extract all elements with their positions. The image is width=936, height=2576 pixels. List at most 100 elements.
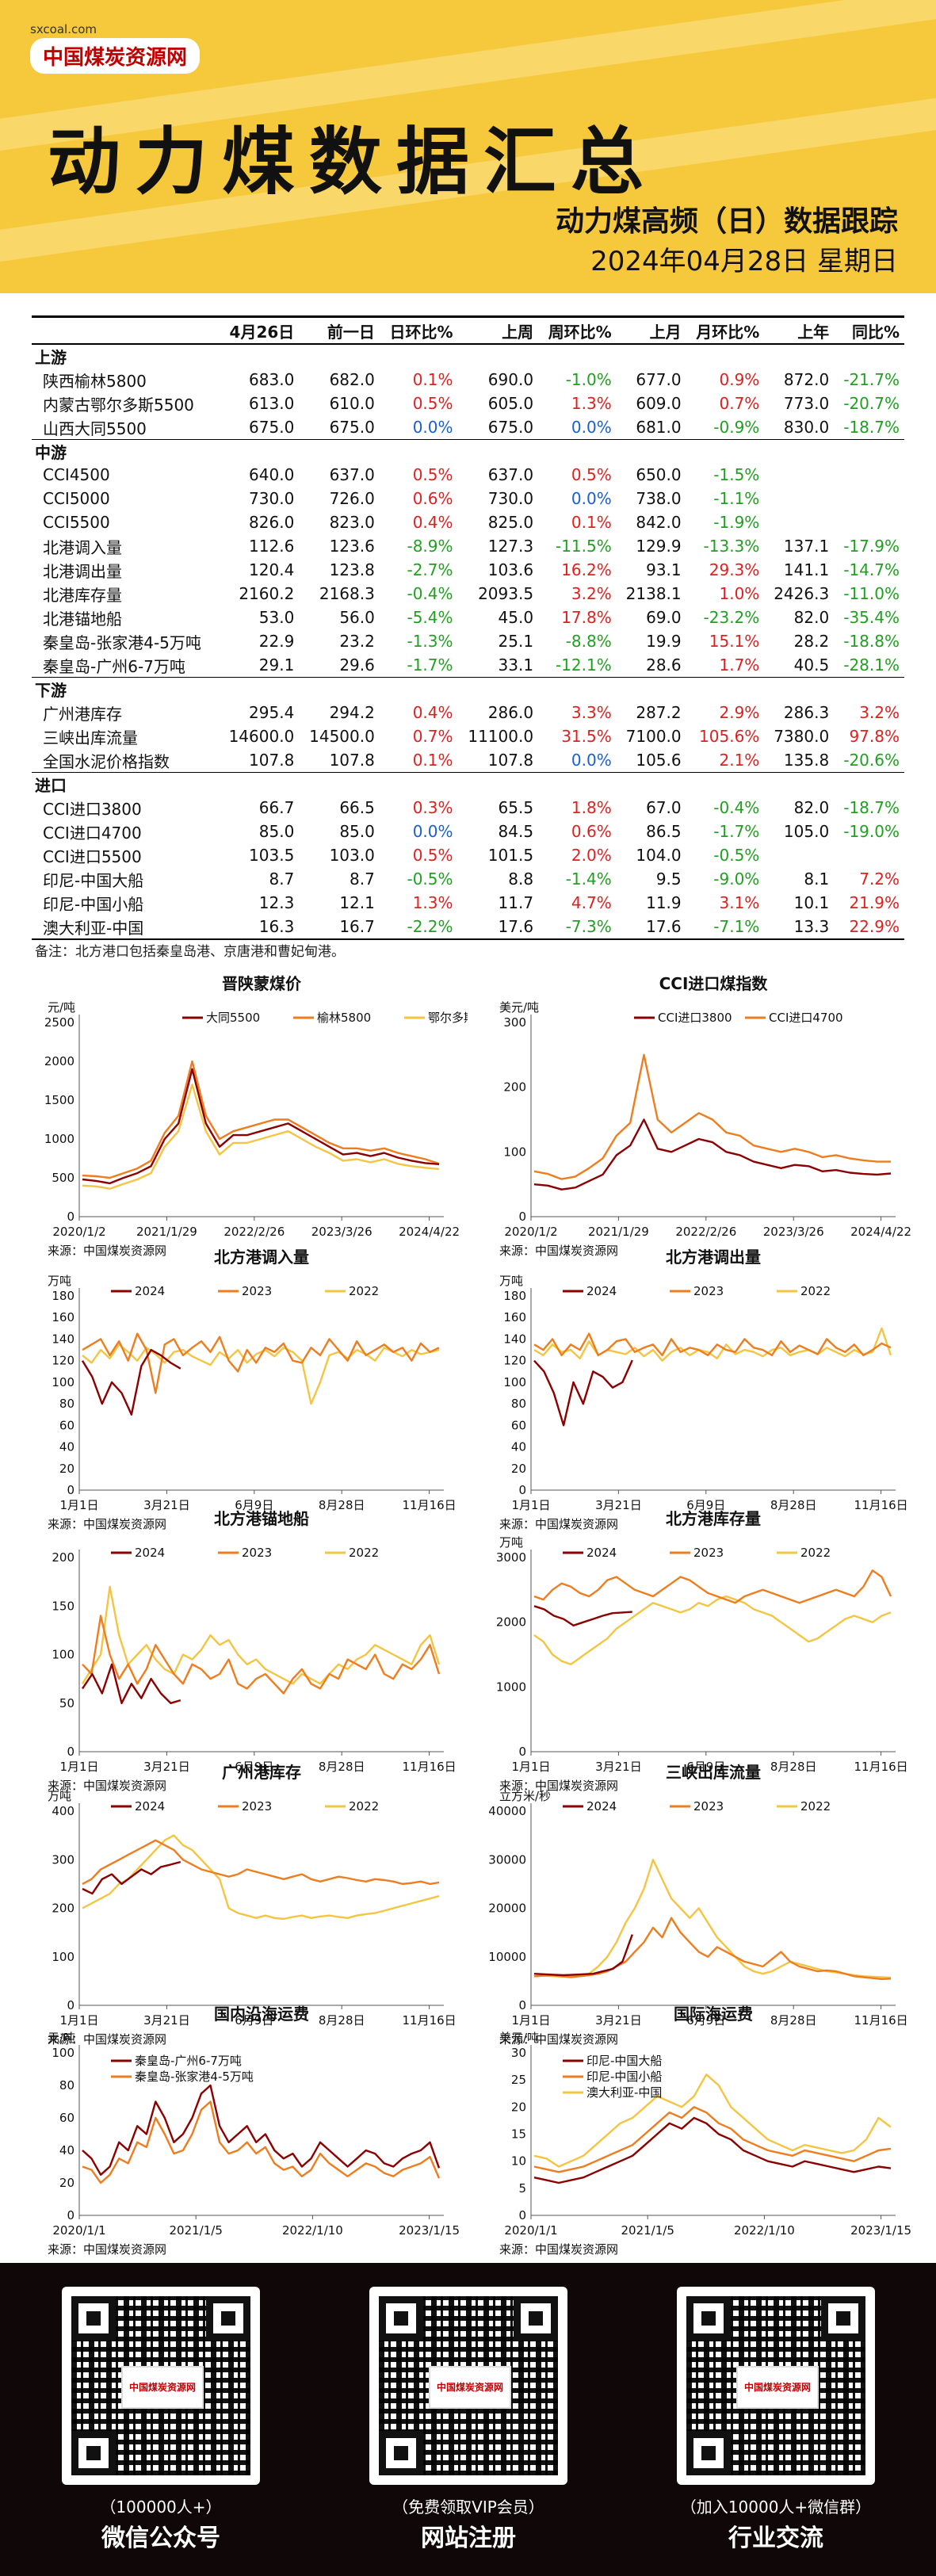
table-cell: 0.9% [719,370,760,389]
table-cell: -1.7% [713,822,760,841]
y-tick-label: 40 [59,1440,74,1454]
column-header: 同比% [834,315,904,345]
table-cell: 675.0 [487,418,534,437]
table-cell: 0.1% [412,751,453,770]
y-tick-label: 140 [503,1332,526,1346]
table-cell: -28.1% [843,655,900,675]
series-line [82,1663,181,1704]
x-tick-label: 11月16日 [854,2013,908,2028]
y-tick-label: 0 [67,1210,74,1224]
series-line [533,1053,891,1180]
y-tick-label: 5 [518,2181,526,2196]
table-cell: -1.1% [713,489,760,508]
table-cell: 16.3 [218,915,300,940]
y-tick-label: 500 [52,1171,74,1185]
table-cell: -14.7% [843,560,900,579]
legend-label: 2024 [586,1546,617,1560]
table-cell: 295.4 [249,703,295,722]
data-table-wrapper: 4月26日 前一日 日环比% 上周 周环比% 上月 月环比% 上年 同比% 上游 陕西榆林5800… [32,315,904,940]
qr-code-group[interactable]: 中国煤炭资源网 [677,2287,875,2485]
table-cell: 0.0% [571,751,612,770]
table-cell: -0.4% [407,584,453,603]
row-label: CCI进口3800 [43,799,142,819]
x-tick-label: 6月9日 [686,2013,725,2028]
table-row: 广州港库存 295.4 294.2 0.4% 286.0 3.3% 287.2 2.9% 286… [32,701,904,724]
series-line [82,1084,440,1190]
legend-label: 印尼-中国大船 [586,2054,662,2068]
y-tick-label: 60 [511,1418,526,1432]
x-tick-label: 6月9日 [686,1760,725,1774]
legend-label: 2022 [349,1799,379,1814]
qr-caption-top: （免费领取VIP会员） [392,2498,544,2517]
x-tick-label: 11月16日 [854,1760,908,1774]
table-cell: 3.2% [571,584,612,603]
y-tick-label: 15 [511,2127,526,2142]
table-cell: 2093.5 [478,584,534,603]
table-cell [834,510,904,534]
chart-title: 三峡出库流量 [666,1763,761,1782]
table-cell: -21.7% [843,370,900,389]
site-logo[interactable]: sxcoal.com 中国煤炭资源网 [30,22,201,74]
series-line [533,1934,633,1977]
table-cell: 12.1 [339,893,375,912]
chart-port-stock: 北方港库存量 万吨 0 1000 2000 3000 1月1日 3月21日 6月9日 8月28日 1… [476,1502,919,1795]
qr-code-register[interactable]: 中国煤炭资源网 [369,2287,567,2485]
table-cell: 286.3 [783,703,830,722]
qr-code-wechat[interactable]: 中国煤炭资源网 [62,2287,260,2485]
table-cell: -0.9% [713,418,760,437]
table-cell: 637.0 [487,465,534,484]
row-label: CCI进口4700 [43,823,142,843]
chart-title: 北方港锚地船 [214,1509,309,1528]
table-header-row: 4月26日 前一日 日环比% 上周 周环比% 上月 月环比% 上年 同比% [32,315,904,345]
y-tick-label: 40000 [488,1804,526,1818]
table-cell: -23.2% [703,608,760,627]
table-cell: 123.8 [329,560,375,579]
section-label: 下游 [32,677,904,701]
x-tick-label: 8月28日 [770,1498,817,1512]
row-label: 内蒙古鄂尔多斯5500 [43,395,194,415]
series-line [82,1343,440,1405]
y-tick-label: 100 [503,1145,526,1159]
x-tick-label: 3月21日 [595,1498,642,1512]
y-tick-label: 0 [518,2208,526,2222]
legend-label: 2024 [586,1284,617,1298]
table-cell: 56.0 [339,608,375,627]
table-cell: 682.0 [329,370,375,389]
x-tick-label: 1月1日 [59,1498,98,1512]
table-cell: 10.1 [793,893,830,912]
table-cell: 0.7% [719,394,760,413]
column-header: 前一日 [299,315,380,345]
table-row: CCI进口4700 85.0 85.0 0.0% 84.5 0.6% 86.5 -1.7% 10… [32,820,904,843]
chart-unit: 元/吨 [48,1000,75,1015]
x-tick-label: 2024/4/22 [399,1225,460,1239]
series-line [81,1348,181,1416]
y-tick-label: 80 [511,1397,526,1411]
legend-label: 2023 [693,1546,724,1560]
y-tick-label: 80 [59,1397,74,1411]
y-tick-label: 0 [518,1745,526,1759]
y-tick-label: 30 [511,2046,526,2060]
table-cell: 28.6 [646,655,682,675]
series-line [82,1834,440,1921]
table-cell: 105.6 [636,751,682,770]
table-cell: 0.0% [571,418,612,437]
qr-caption-main: 行业交流 [728,2524,823,2552]
x-tick-label: 2022/1/10 [734,2223,795,2238]
x-tick-label: 8月28日 [770,1760,817,1774]
y-tick-label: 150 [52,1599,74,1613]
table-row: 全国水泥价格指数 107.8 107.8 0.1% 107.8 0.0% 105.6 2.1%… [32,748,904,773]
row-label: 广州港库存 [43,704,122,724]
table-cell: 683.0 [249,370,295,389]
x-tick-label: 2022/2/26 [223,1225,285,1239]
y-tick-label: 200 [503,1080,526,1095]
qr-badge: 中国煤炭资源网 [736,2366,819,2409]
table-cell: 8.8 [508,869,534,889]
x-tick-label: 2023/3/26 [311,1225,372,1239]
table-row: 印尼-中国小船 12.3 12.1 1.3% 11.7 4.7% 11.9 3.1% 10.1 2… [32,891,904,915]
table-row: 北港库存量 2160.2 2168.3 -0.4% 2093.5 3.2% 2138.1 1.… [32,582,904,606]
x-tick-label: 2020/1/1 [504,2223,557,2238]
column-header: 周环比% [538,315,617,345]
y-tick-label: 1000 [496,1680,526,1694]
section-label: 上游 [32,343,904,368]
